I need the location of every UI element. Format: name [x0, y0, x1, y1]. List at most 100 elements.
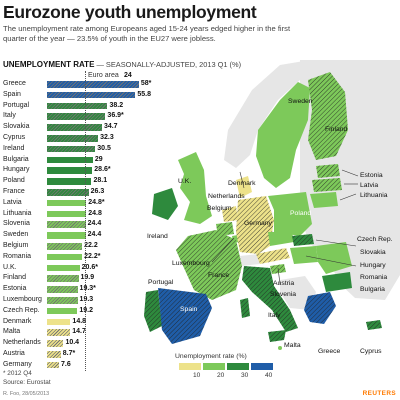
bar-row: Finland 19.9 [0, 274, 140, 283]
bar-category-label: Estonia [3, 285, 27, 293]
bar-category-label: Slovakia [3, 123, 30, 131]
bar-value-label: 55.8 [137, 90, 151, 98]
map-label-czech: Czech Rep. [357, 236, 393, 243]
bar-value-label: 10.4 [65, 339, 80, 347]
bar-category-label: Latvia [3, 198, 22, 206]
map-label-ireland: Ireland [147, 233, 168, 240]
map-label-latvia: Latvia [360, 182, 379, 189]
bar-value-label: 58* [140, 80, 152, 87]
sardinia-hatch [240, 298, 250, 318]
bar-category-label: Italy [3, 112, 16, 120]
bar-mark [47, 145, 96, 153]
section-heading-rest: — SEASONALLY-ADJUSTED, 2013 Q1 (%) [94, 60, 242, 69]
bar-mark [47, 351, 61, 358]
czech-shape [268, 232, 294, 246]
hungary-shape [290, 246, 318, 264]
map-label-poland: Poland [290, 210, 312, 217]
bar-row: Italy 36.9* [0, 112, 140, 121]
bar-row: Slovakia 34.7 [0, 123, 140, 132]
legend-tick-20: 20 [217, 372, 225, 379]
map-label-lithuania: Lithuania [360, 192, 388, 199]
map-label-slovakia: Slovakia [360, 249, 386, 256]
map-label-bulgaria: Bulgaria [360, 286, 385, 293]
euro-area-label: Euro area [88, 72, 119, 79]
bar-row: Malta 14.7 [0, 328, 140, 337]
bar-value-label: 28.1 [93, 177, 108, 185]
bar-chart: Greece 58* Spain 55.8 Portugal 38.2 Italy 36.9*… [0, 71, 151, 371]
bar-category-label: Hungary [3, 166, 30, 174]
map-label-greece: Greece [318, 348, 341, 355]
bar-row: Greece 58* [0, 80, 151, 89]
poland-shape [268, 192, 312, 236]
sicily-hatch [268, 330, 286, 342]
map-label-denmark: Denmark [228, 180, 256, 187]
bar-category-label: Finland [3, 274, 26, 282]
bar-value-label: 19.9 [80, 274, 95, 282]
bar-row: Austria 8.7* [0, 350, 140, 359]
romania-shape [316, 242, 352, 274]
map-label-hungary: Hungary [360, 262, 386, 269]
bar-value-label: 19.2 [79, 306, 94, 314]
bar-value-label: 14.7 [72, 328, 86, 336]
bar-row: Czech Rep. 19.2 [0, 307, 140, 316]
bar-row: Slovenia 24.4 [0, 220, 140, 229]
bar-value-label: 19.3 [79, 296, 94, 303]
bar-category-label: Cyprus [3, 134, 26, 141]
map-label-germany: Germany [244, 220, 272, 227]
bar-value-label: 20.6* [81, 263, 98, 271]
estonia-hatch [316, 164, 340, 178]
map-label-portugal: Portugal [148, 279, 174, 286]
norway [224, 60, 310, 168]
legend-tick-30: 30 [241, 372, 249, 379]
bar-mark [47, 329, 71, 336]
euro-area-value: 24 [124, 72, 132, 79]
bar-row: Denmark 14.8 [0, 318, 140, 327]
austria-hatch [256, 248, 290, 264]
slovakia-hatch [292, 234, 314, 246]
switzerland [240, 254, 260, 266]
legend-tick-10: 10 [193, 372, 201, 379]
finland-hatch [308, 72, 348, 160]
bar-mark [47, 156, 93, 164]
chart-subtitle: The unemployment rate among Europeans ag… [3, 24, 291, 43]
bar-mark [47, 307, 78, 315]
malta-shape [278, 346, 282, 350]
map-label-malta: Malta [284, 342, 301, 349]
legend-swatch-3 [227, 363, 249, 370]
map-label-uk: U.K. [178, 178, 192, 185]
bar-row: Hungary 28.6* [0, 166, 140, 175]
bar-category-label: Romania [3, 252, 32, 260]
bar-category-label: U.K. [3, 263, 17, 271]
legend-swatch-4 [251, 363, 273, 370]
map-label-austria: Austria [273, 280, 295, 287]
bar-row: Latvia 24.8* [0, 199, 140, 208]
germany-hatch [236, 196, 274, 254]
bar-row: Luxembourg 19.3 [0, 296, 140, 305]
greece-hatch [304, 292, 336, 324]
bar-value-label: 34.7 [103, 123, 118, 131]
bar-mark [47, 91, 136, 99]
author-credit: R. Foo, 28/05/2013 [3, 391, 50, 397]
bar-row: France 26.3 [0, 188, 140, 197]
bar-mark [47, 189, 89, 196]
bar-category-label: Spain [3, 90, 21, 98]
bar-category-label: Germany [3, 360, 32, 368]
uk-shape [178, 152, 212, 224]
euro-area-line [85, 71, 86, 371]
bar-value-label: 38.2 [109, 101, 124, 109]
bar-mark [47, 264, 80, 272]
bar-category-label: Sweden [3, 231, 29, 239]
bar-category-label: France [3, 188, 25, 195]
bar-mark [47, 81, 139, 88]
bar-category-label: Portugal [3, 101, 30, 109]
bar-category-label: Poland [3, 177, 25, 185]
bar-category-label: Czech Rep. [3, 306, 40, 314]
map-label-romania: Romania [360, 274, 388, 281]
bar-row: Poland 28.1 [0, 177, 140, 186]
bar-row: Estonia 19.3* [0, 285, 140, 294]
bar-value-label: 24.4 [87, 231, 102, 239]
section-heading: UNEMPLOYMENT RATE — SEASONALLY-ADJUSTED,… [3, 60, 241, 69]
legend-swatch-2 [203, 363, 225, 370]
bar-category-label: Netherlands [3, 339, 41, 347]
map-label-italy: Italy [268, 312, 281, 319]
